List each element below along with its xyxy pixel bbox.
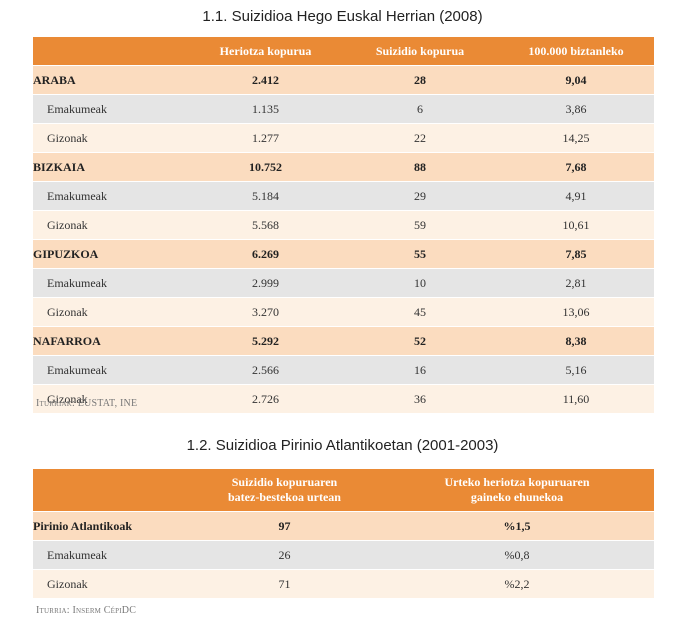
deaths-cell: 2.999 <box>189 268 342 298</box>
table-row: Gizonak 3.270 45 13,06 <box>33 297 654 327</box>
deaths-cell: 1.135 <box>189 94 342 124</box>
table2-header-blank <box>33 469 189 512</box>
suicides-cell: 52 <box>342 326 498 356</box>
average-cell: 71 <box>189 569 380 598</box>
table-row: Emakumeak 26 %0,8 <box>33 540 654 570</box>
row-label: Emakumeak <box>33 268 189 298</box>
rate-cell: 14,25 <box>498 123 654 153</box>
row-label: Gizonak <box>33 123 189 153</box>
table2-header-average: Suizidio kopuruaren batez-bestekoa urtea… <box>189 469 380 512</box>
table2-header-row: Suizidio kopuruaren batez-bestekoa urtea… <box>33 469 654 512</box>
table1-source: Iturriak: EUSTAT, INE <box>36 398 138 409</box>
table-row: Emakumeak 2.566 16 5,16 <box>33 355 654 385</box>
row-label: Emakumeak <box>33 181 189 211</box>
deaths-cell: 2.566 <box>189 355 342 385</box>
deaths-cell: 5.568 <box>189 210 342 240</box>
table1-header-blank <box>33 37 189 66</box>
row-label: Emakumeak <box>33 94 189 124</box>
deaths-cell: 10.752 <box>189 152 342 182</box>
suicides-cell: 55 <box>342 239 498 269</box>
suicides-cell: 29 <box>342 181 498 211</box>
row-label: Gizonak <box>33 384 189 413</box>
percentage-cell: %1,5 <box>380 511 654 541</box>
suicides-cell: 10 <box>342 268 498 298</box>
table1-header-deaths: Heriotza kopurua <box>189 37 342 66</box>
table-row: Emakumeak 5.184 29 4,91 <box>33 181 654 211</box>
suicides-cell: 28 <box>342 65 498 95</box>
row-label: Emakumeak <box>33 540 189 570</box>
table1-header-per-100000: 100.000 biztanleko <box>498 37 654 66</box>
rate-cell: 10,61 <box>498 210 654 240</box>
table2-title: 1.2. Suizidioa Pirinio Atlantikoetan (20… <box>186 437 499 454</box>
row-label: Pirinio Atlantikoak <box>33 511 189 541</box>
deaths-cell: 2.412 <box>189 65 342 95</box>
row-label: BIZKAIA <box>33 152 189 182</box>
row-label: Gizonak <box>33 297 189 327</box>
deaths-cell: 1.277 <box>189 123 342 153</box>
percentage-cell: %2,2 <box>380 569 654 598</box>
table-row: Pirinio Atlantikoak 97 %1,5 <box>33 511 654 541</box>
rate-cell: 8,38 <box>498 326 654 356</box>
row-label: Gizonak <box>33 569 189 598</box>
suicides-cell: 6 <box>342 94 498 124</box>
rate-cell: 4,91 <box>498 181 654 211</box>
row-label: Emakumeak <box>33 355 189 385</box>
table-row: Emakumeak 1.135 6 3,86 <box>33 94 654 124</box>
rate-cell: 5,16 <box>498 355 654 385</box>
table2-header-percentage: Urteko heriotza kopuruaren gaineko ehune… <box>380 469 654 512</box>
table1-header-suicides: Suizidio kopurua <box>342 37 498 66</box>
suicides-cell: 45 <box>342 297 498 327</box>
row-label: ARABA <box>33 65 189 95</box>
table-row: GIPUZKOA 6.269 55 7,85 <box>33 239 654 269</box>
deaths-cell: 5.292 <box>189 326 342 356</box>
deaths-cell: 3.270 <box>189 297 342 327</box>
table-row: BIZKAIA 10.752 88 7,68 <box>33 152 654 182</box>
table-row: NAFARROA 5.292 52 8,38 <box>33 326 654 356</box>
rate-cell: 7,68 <box>498 152 654 182</box>
table-row: Gizonak 5.568 59 10,61 <box>33 210 654 240</box>
suicides-cell: 59 <box>342 210 498 240</box>
rate-cell: 11,60 <box>498 384 654 413</box>
row-label: Gizonak <box>33 210 189 240</box>
suicides-cell: 88 <box>342 152 498 182</box>
suicide-table-hego-euskal-herria: Heriotza kopurua Suizidio kopurua 100.00… <box>33 37 654 413</box>
rate-cell: 9,04 <box>498 65 654 95</box>
row-label: GIPUZKOA <box>33 239 189 269</box>
table1-title: 1.1. Suizidioa Hego Euskal Herrian (2008… <box>202 8 483 25</box>
table1-header-row: Heriotza kopurua Suizidio kopurua 100.00… <box>33 37 654 66</box>
suicides-cell: 22 <box>342 123 498 153</box>
table-row: Gizonak 71 %2,2 <box>33 569 654 598</box>
average-cell: 97 <box>189 511 380 541</box>
average-cell: 26 <box>189 540 380 570</box>
deaths-cell: 6.269 <box>189 239 342 269</box>
table2-source: Iturria: Inserm CépiDC <box>36 605 137 616</box>
deaths-cell: 2.726 <box>189 384 342 413</box>
percentage-cell: %0,8 <box>380 540 654 570</box>
suicides-cell: 36 <box>342 384 498 413</box>
suicides-cell: 16 <box>342 355 498 385</box>
rate-cell: 7,85 <box>498 239 654 269</box>
rate-cell: 2,81 <box>498 268 654 298</box>
deaths-cell: 5.184 <box>189 181 342 211</box>
table-row: Emakumeak 2.999 10 2,81 <box>33 268 654 298</box>
table-row: Gizonak 2.726 36 11,60 <box>33 384 654 413</box>
rate-cell: 13,06 <box>498 297 654 327</box>
table-row: ARABA 2.412 28 9,04 <box>33 65 654 95</box>
rate-cell: 3,86 <box>498 94 654 124</box>
row-label: NAFARROA <box>33 326 189 356</box>
suicide-table-pirinio-atlantikoak: Suizidio kopuruaren batez-bestekoa urtea… <box>33 469 654 598</box>
table-row: Gizonak 1.277 22 14,25 <box>33 123 654 153</box>
